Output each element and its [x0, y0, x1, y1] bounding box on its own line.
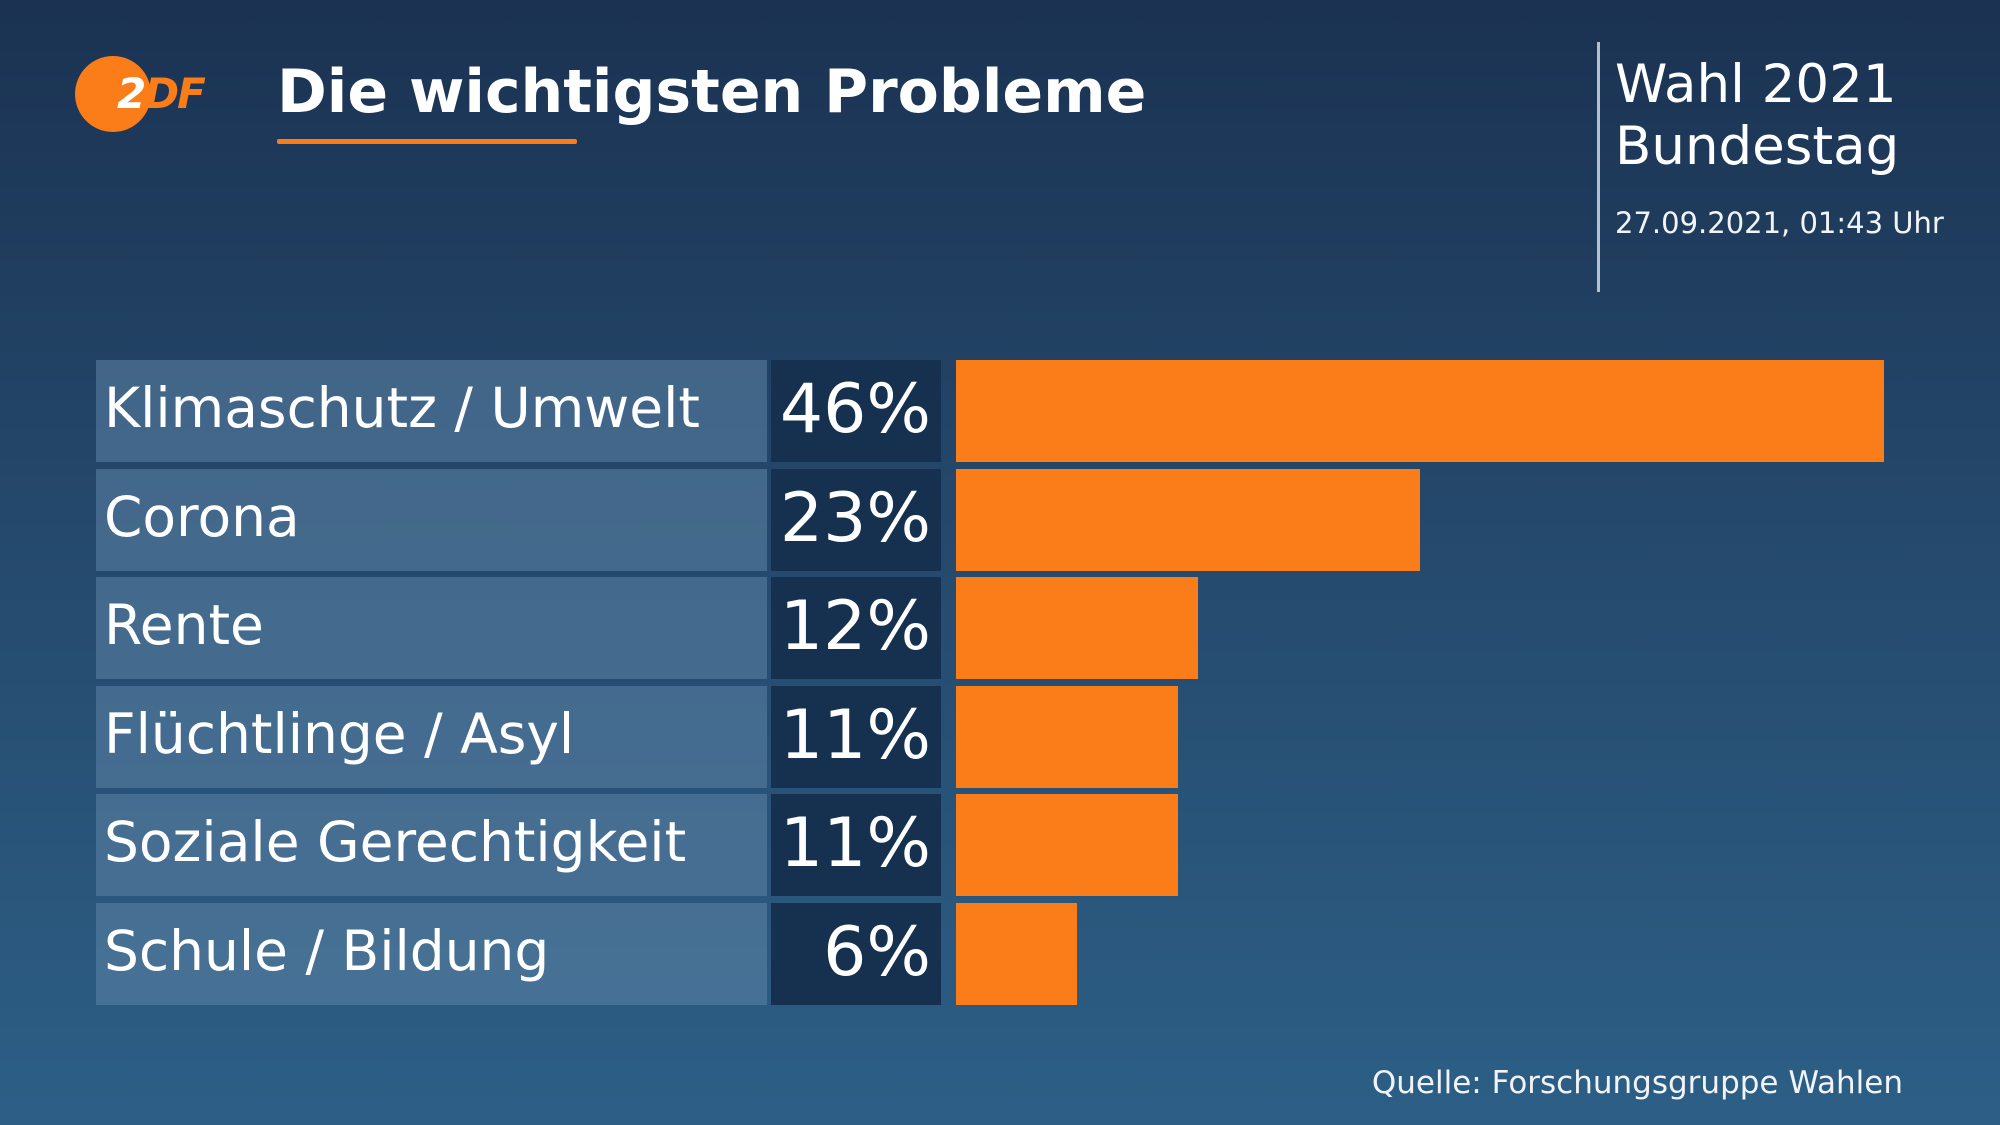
category-label: Rente: [104, 593, 264, 657]
bar: [956, 794, 1178, 896]
chart-title: Die wichtigsten Probleme: [277, 57, 1147, 127]
value-label: 11%: [779, 695, 931, 775]
category-box: [96, 468, 767, 571]
bar: [956, 685, 1178, 788]
category-label: Schule / Bildung: [104, 918, 550, 983]
value-box: [771, 468, 941, 571]
value-box: [771, 685, 941, 788]
bar-row: Corona 23%: [0, 468, 2000, 571]
value-box: [771, 577, 941, 679]
election-line-1: Wahl 2021: [1615, 54, 1897, 115]
value-box: [771, 902, 941, 1005]
value-box: [771, 794, 941, 896]
zdf-logo-circle: [75, 56, 151, 132]
bar-row: Flüchtlinge / Asyl 11%: [0, 685, 2000, 788]
election-label: Wahl 2021 Bundestag: [1615, 54, 1899, 178]
bar: [956, 902, 1078, 1005]
value-label: 46%: [779, 370, 931, 449]
election-line-2: Bundestag: [1615, 116, 1900, 177]
category-box: [96, 360, 767, 462]
category-label: Corona: [104, 484, 300, 549]
bar-row: Schule / Bildung 6%: [0, 902, 2000, 1005]
source-note: Quelle: Forschungsgruppe Wahlen: [1371, 1065, 1903, 1101]
bar-row: Soziale Gerechtigkeit 11%: [0, 794, 2000, 896]
value-label: 11%: [779, 804, 931, 883]
zdf-logo: 2DF: [75, 56, 210, 136]
bar-row: Rente 12%: [0, 577, 2000, 679]
zdf-logo-text: 2DF: [117, 68, 206, 120]
bar: [956, 468, 1420, 571]
category-label: Klimaschutz / Umwelt: [104, 376, 700, 440]
category-box: [96, 902, 767, 1005]
value-box: [771, 360, 941, 462]
value-label: 12%: [779, 587, 931, 666]
bar: [956, 577, 1199, 679]
zdf-logo-2: 2: [117, 69, 146, 118]
category-box: [96, 794, 767, 896]
category-box: [96, 685, 767, 788]
category-label: Soziale Gerechtigkeit: [104, 810, 687, 874]
zdf-logo-df: DF: [144, 69, 206, 118]
title-underline: [277, 139, 577, 144]
category-label: Flüchtlinge / Asyl: [104, 701, 575, 766]
value-label: 23%: [779, 478, 931, 558]
category-box: [96, 577, 767, 679]
value-label: 6%: [823, 912, 931, 992]
bar-row: Klimaschutz / Umwelt 46%: [0, 360, 2000, 462]
header-divider: [1597, 42, 1600, 292]
bar: [956, 360, 1884, 462]
timestamp: 27.09.2021, 01:43 Uhr: [1615, 206, 1944, 240]
